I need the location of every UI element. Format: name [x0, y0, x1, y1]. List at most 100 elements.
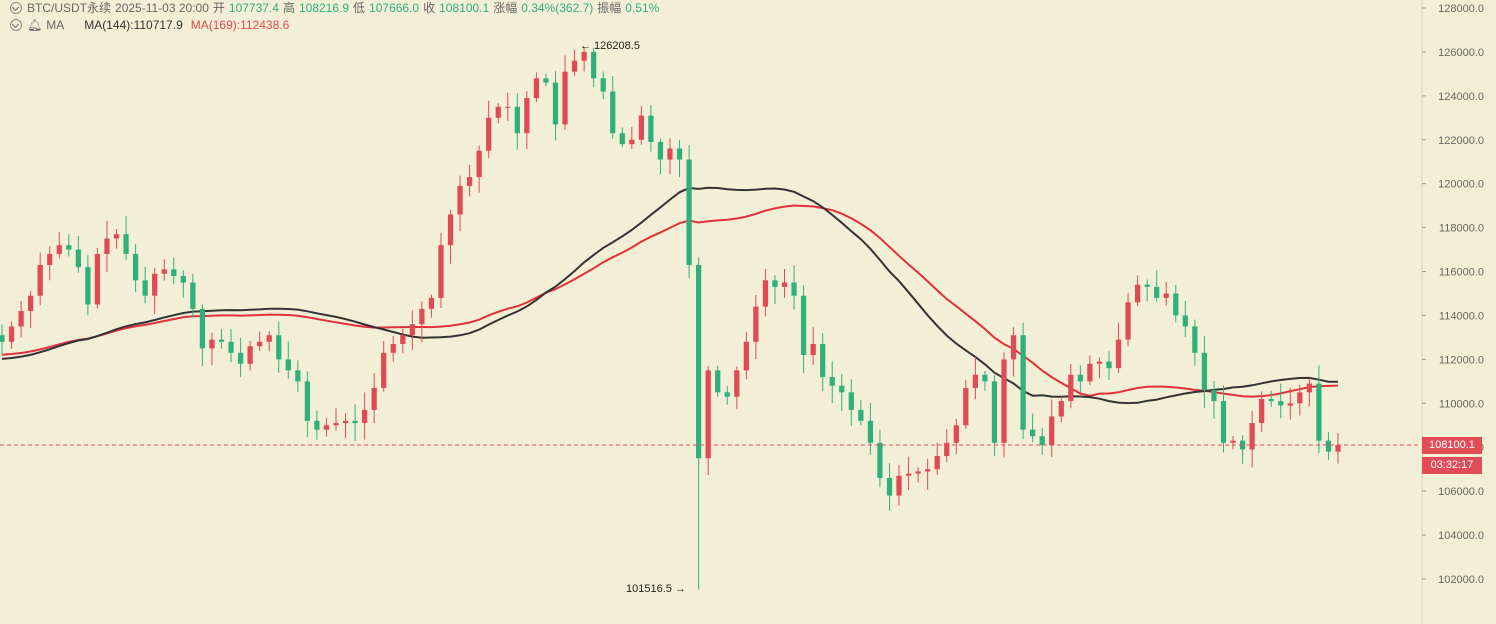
ohlc-legend: BTC/USDT永续 2025-11-03 20:00 开 107737.4 高…: [10, 0, 663, 16]
axis-tick-label: 114000.0: [1439, 310, 1484, 322]
candle-up: [1058, 401, 1064, 417]
low-value: 107666.0: [369, 1, 420, 15]
candle-down: [648, 115, 654, 142]
candle-up: [371, 387, 377, 410]
candle-up: [1306, 383, 1312, 393]
candle-down: [991, 381, 998, 443]
candle-down: [218, 339, 225, 342]
candle-up: [400, 335, 406, 345]
candle-down: [180, 275, 186, 283]
datetime-label: 2025-11-03 20:00: [115, 1, 209, 15]
candle-up: [333, 423, 339, 426]
candle-up: [104, 238, 110, 254]
ma-legend: 🔔︎ MA MA(144):110717.9 MA(169):112438.6: [10, 17, 293, 33]
candle-down: [304, 381, 310, 421]
candle-up: [762, 280, 769, 307]
axis-tick-label: 106000.0: [1438, 486, 1484, 498]
indicator-name[interactable]: MA: [46, 18, 65, 32]
candle-down: [276, 335, 282, 360]
axis-tick-label: 110000.0: [1439, 398, 1484, 410]
ma144-value: MA(144):110717.9: [84, 18, 183, 32]
axis-tick-label: 126000.0: [1438, 47, 1484, 59]
candle-down: [1192, 326, 1198, 353]
candle-up: [1115, 339, 1122, 369]
collapse-toggle-icon[interactable]: [10, 2, 22, 14]
candle-up: [638, 115, 644, 140]
candle-down: [848, 392, 854, 410]
candle-up: [56, 245, 62, 254]
candle-up: [486, 117, 492, 151]
candle-down: [0, 335, 5, 342]
symbol-label: BTC/USDT永续: [27, 1, 112, 15]
candle-up: [1049, 416, 1055, 446]
high-value: 108216.9: [298, 1, 350, 15]
candle-down: [1316, 383, 1322, 441]
axis-tick-label: 104000.0: [1438, 530, 1484, 542]
close-label: 收: [423, 1, 436, 15]
candle-down: [85, 267, 91, 305]
amplitude-value: 0.51%: [625, 1, 660, 15]
candle-up: [1001, 359, 1007, 443]
candle-up: [8, 326, 15, 342]
countdown-tag: 03:32:17: [1422, 457, 1482, 475]
candle-up: [963, 387, 969, 426]
candle-up: [753, 306, 759, 342]
candle-down: [514, 106, 520, 134]
axis-tick-label: 128000.0: [1438, 3, 1484, 15]
candle-down: [1325, 440, 1332, 452]
candle-down: [1020, 335, 1026, 430]
candle-up: [571, 60, 578, 72]
axis-tick-label: 120000.0: [1438, 179, 1484, 191]
high-label: 高: [282, 1, 295, 15]
candle-down: [715, 370, 721, 393]
candle-down: [1182, 315, 1188, 327]
candle-up: [505, 106, 511, 108]
candle-down: [877, 442, 883, 478]
candle-up: [419, 308, 425, 325]
candle-up: [1249, 423, 1255, 450]
candle-down: [820, 344, 826, 377]
candle-down: [839, 385, 845, 393]
candle-down: [171, 269, 177, 276]
candle-up: [1134, 284, 1141, 303]
candle-up: [562, 71, 568, 125]
candle-up: [18, 311, 24, 327]
candle-down: [886, 477, 893, 496]
open-label: 开: [212, 1, 225, 15]
candles: [0, 47, 1341, 590]
bell-icon[interactable]: 🔔︎: [27, 18, 43, 32]
candle-up: [362, 409, 368, 424]
candle-down: [610, 91, 616, 134]
candle-down: [591, 51, 597, 79]
candle-down: [686, 159, 692, 265]
indicator-toggle-icon[interactable]: [10, 19, 22, 31]
candle-up: [409, 324, 415, 336]
candle-up: [94, 253, 101, 305]
candle-up: [810, 344, 816, 355]
candle-up: [972, 374, 978, 388]
high-marker-label: ← 126208.5: [580, 40, 640, 52]
candle-up: [1259, 398, 1265, 424]
candle-down: [123, 234, 129, 254]
candle-down: [772, 280, 778, 287]
open-value: 107737.4: [228, 1, 279, 15]
axis-tick-label: 102000.0: [1438, 574, 1484, 586]
amplitude-label: 振幅: [597, 1, 622, 15]
candle-up: [323, 425, 330, 430]
candle-down: [228, 341, 234, 353]
candle-down: [66, 245, 72, 250]
low-marker-label: 101516.5 →: [626, 583, 686, 595]
candle-down: [619, 133, 625, 145]
candle-up: [629, 139, 635, 145]
candle-down: [791, 282, 797, 296]
price-axis[interactable]: 128000.0 126000.0 124000.0 122000.0 120000.0…: [1422, 3, 1484, 586]
candle-up: [925, 469, 931, 472]
candle-up: [428, 297, 435, 309]
candle-up: [390, 344, 396, 353]
candle-up: [476, 150, 482, 178]
axis-tick-label: 116000.0: [1439, 267, 1484, 279]
candle-down: [1144, 284, 1150, 287]
candle-up: [457, 185, 463, 215]
